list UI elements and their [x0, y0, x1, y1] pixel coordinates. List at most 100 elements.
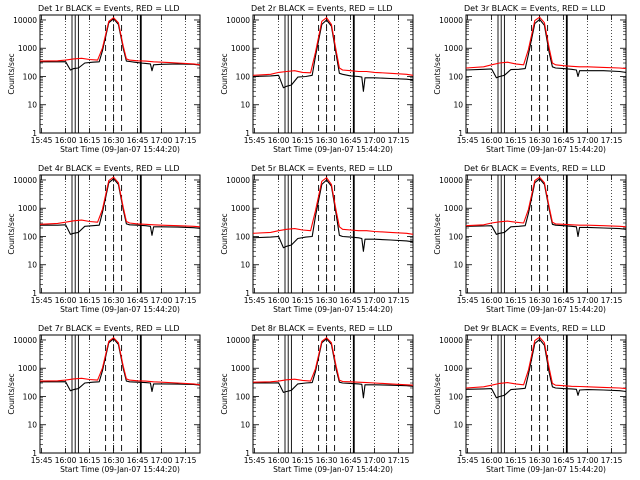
y-tick-label: 10	[27, 421, 37, 430]
y-tick-label: 10000	[439, 336, 463, 345]
series-line-lld	[252, 337, 414, 386]
series-line-events	[465, 18, 627, 79]
x-tick-label: 17:00	[577, 296, 599, 305]
x-axis-label: Start Time (09-Jan-07 15:44:20)	[486, 465, 606, 474]
x-tick-label: 16:00	[481, 136, 503, 145]
series-line-events	[465, 178, 627, 238]
series-line-lld	[39, 176, 201, 228]
y-tick-label: 1000	[18, 364, 37, 373]
x-tick-label: 17:15	[388, 456, 410, 465]
y-tick-label: 1	[32, 449, 37, 458]
y-tick-label: 10	[453, 101, 463, 110]
plot-frame	[39, 334, 201, 454]
y-tick-label: 10000	[226, 336, 250, 345]
y-tick-label: 100	[236, 72, 251, 81]
x-axis-label: Start Time (09-Jan-07 15:44:20)	[273, 145, 393, 154]
y-tick-label: 100	[236, 392, 251, 401]
y-axis-label: Counts/sec	[433, 373, 442, 414]
y-tick-label: 1000	[18, 44, 37, 53]
y-tick-label: 10	[453, 261, 463, 270]
y-tick-label: 1000	[231, 364, 250, 373]
y-tick-label: 1	[245, 289, 250, 298]
x-tick-label: 16:45	[340, 136, 362, 145]
y-tick-label: 1000	[444, 204, 463, 213]
det-panel-7: Det 7r BLACK = Events, RED = LLD 1 10 100 10…	[7, 324, 201, 474]
series-line-lld	[465, 176, 627, 228]
panel-title: Det 9r BLACK = Events, RED = LLD	[464, 324, 606, 333]
y-axis-label: Counts/sec	[433, 213, 442, 254]
x-tick-label: 16:45	[553, 456, 575, 465]
x-tick-label: 16:30	[316, 456, 338, 465]
x-tick-label: 16:45	[553, 136, 575, 145]
x-tick-label: 17:15	[601, 456, 623, 465]
plot-frame	[39, 14, 201, 134]
x-tick-label: 17:15	[601, 136, 623, 145]
x-tick-label: 16:45	[340, 296, 362, 305]
plot-frame	[465, 334, 627, 454]
y-tick-label: 10	[27, 261, 37, 270]
panel-title: Det 4r BLACK = Events, RED = LLD	[38, 164, 180, 173]
y-tick-label: 10000	[13, 336, 37, 345]
y-tick-label: 1000	[444, 44, 463, 53]
x-tick-label: 16:30	[103, 296, 125, 305]
x-tick-label: 17:00	[364, 456, 386, 465]
x-tick-label: 16:30	[316, 296, 338, 305]
y-axis-label: Counts/sec	[433, 53, 442, 94]
series-line-lld	[465, 16, 627, 70]
x-tick-label: 15:45	[244, 136, 266, 145]
x-tick-label: 16:15	[79, 296, 101, 305]
x-tick-label: 16:00	[268, 296, 290, 305]
x-tick-label: 16:15	[505, 136, 527, 145]
y-tick-label: 100	[236, 232, 251, 241]
plot-frame	[252, 334, 414, 454]
y-tick-label: 1	[245, 449, 250, 458]
det-panel-4: Det 4r BLACK = Events, RED = LLD 1 10 100 10…	[7, 164, 201, 314]
y-tick-label: 100	[449, 72, 464, 81]
x-axis-label: Start Time (09-Jan-07 15:44:20)	[273, 305, 393, 314]
det-panel-9: Det 9r BLACK = Events, RED = LLD 1 10 100 10…	[433, 324, 627, 474]
x-tick-label: 16:30	[103, 456, 125, 465]
x-tick-label: 16:15	[292, 136, 314, 145]
x-axis-label: Start Time (09-Jan-07 15:44:20)	[60, 465, 180, 474]
y-tick-label: 10	[240, 261, 250, 270]
y-tick-label: 1	[245, 129, 250, 138]
x-tick-label: 16:30	[103, 136, 125, 145]
x-tick-label: 16:45	[340, 456, 362, 465]
plot-frame	[39, 174, 201, 294]
det-panel-5: Det 5r BLACK = Events, RED = LLD 1 10 100 10…	[220, 164, 414, 314]
y-tick-label: 100	[23, 72, 38, 81]
x-tick-label: 16:00	[268, 456, 290, 465]
series-line-events	[40, 178, 201, 236]
x-tick-label: 16:15	[292, 296, 314, 305]
x-tick-label: 16:15	[505, 456, 527, 465]
x-axis-label: Start Time (09-Jan-07 15:44:20)	[60, 145, 180, 154]
panel-title: Det 8r BLACK = Events, RED = LLD	[251, 324, 393, 333]
y-tick-label: 10	[240, 101, 250, 110]
x-axis-label: Start Time (09-Jan-07 15:44:20)	[486, 145, 606, 154]
y-axis-label: Counts/sec	[220, 53, 229, 94]
x-tick-label: 16:30	[316, 136, 338, 145]
panel-title: Det 7r BLACK = Events, RED = LLD	[38, 324, 180, 333]
x-tick-label: 16:15	[79, 456, 101, 465]
x-axis-label: Start Time (09-Jan-07 15:44:20)	[60, 305, 180, 314]
y-tick-label: 1	[32, 129, 37, 138]
x-tick-label: 17:00	[577, 136, 599, 145]
plot-frame	[465, 14, 627, 134]
x-tick-label: 16:45	[127, 296, 149, 305]
panel-title: Det 3r BLACK = Events, RED = LLD	[464, 4, 606, 13]
y-tick-label: 100	[23, 232, 38, 241]
panel-title: Det 1r BLACK = Events, RED = LLD	[38, 4, 180, 13]
y-tick-label: 1000	[231, 44, 250, 53]
y-tick-label: 1000	[444, 364, 463, 373]
series-line-lld	[252, 177, 414, 235]
x-tick-label: 16:00	[481, 456, 503, 465]
y-tick-label: 10000	[13, 16, 37, 25]
y-tick-label: 10000	[226, 176, 250, 185]
plot-frame	[465, 174, 627, 294]
x-tick-label: 17:00	[151, 456, 173, 465]
y-tick-label: 1000	[18, 204, 37, 213]
y-tick-label: 1	[32, 289, 37, 298]
x-tick-label: 17:15	[175, 456, 197, 465]
x-tick-label: 15:45	[244, 456, 266, 465]
